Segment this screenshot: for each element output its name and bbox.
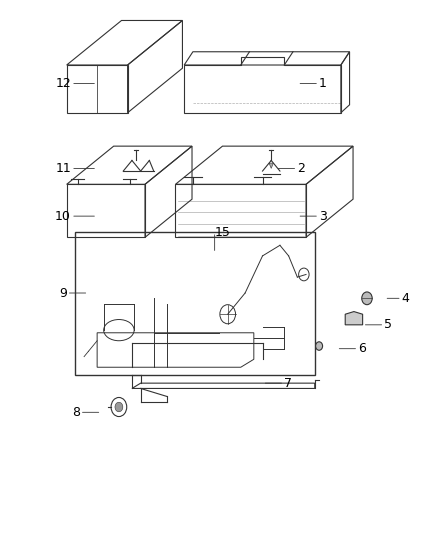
Text: 11: 11	[55, 162, 71, 175]
Text: 6: 6	[358, 342, 366, 355]
Polygon shape	[269, 163, 273, 168]
Bar	[75, 232, 315, 375]
Text: 7: 7	[284, 377, 292, 390]
Text: 3: 3	[319, 209, 327, 223]
Text: 4: 4	[402, 292, 410, 305]
Text: 5: 5	[385, 318, 392, 332]
Text: 15: 15	[215, 225, 230, 239]
Circle shape	[115, 402, 123, 412]
Text: 1: 1	[319, 77, 327, 90]
Text: 8: 8	[72, 406, 80, 419]
Text: 12: 12	[55, 77, 71, 90]
Text: 2: 2	[297, 162, 305, 175]
Text: 9: 9	[59, 287, 67, 300]
Circle shape	[316, 342, 322, 350]
Polygon shape	[345, 312, 363, 325]
Circle shape	[362, 292, 372, 305]
Text: 10: 10	[55, 209, 71, 223]
